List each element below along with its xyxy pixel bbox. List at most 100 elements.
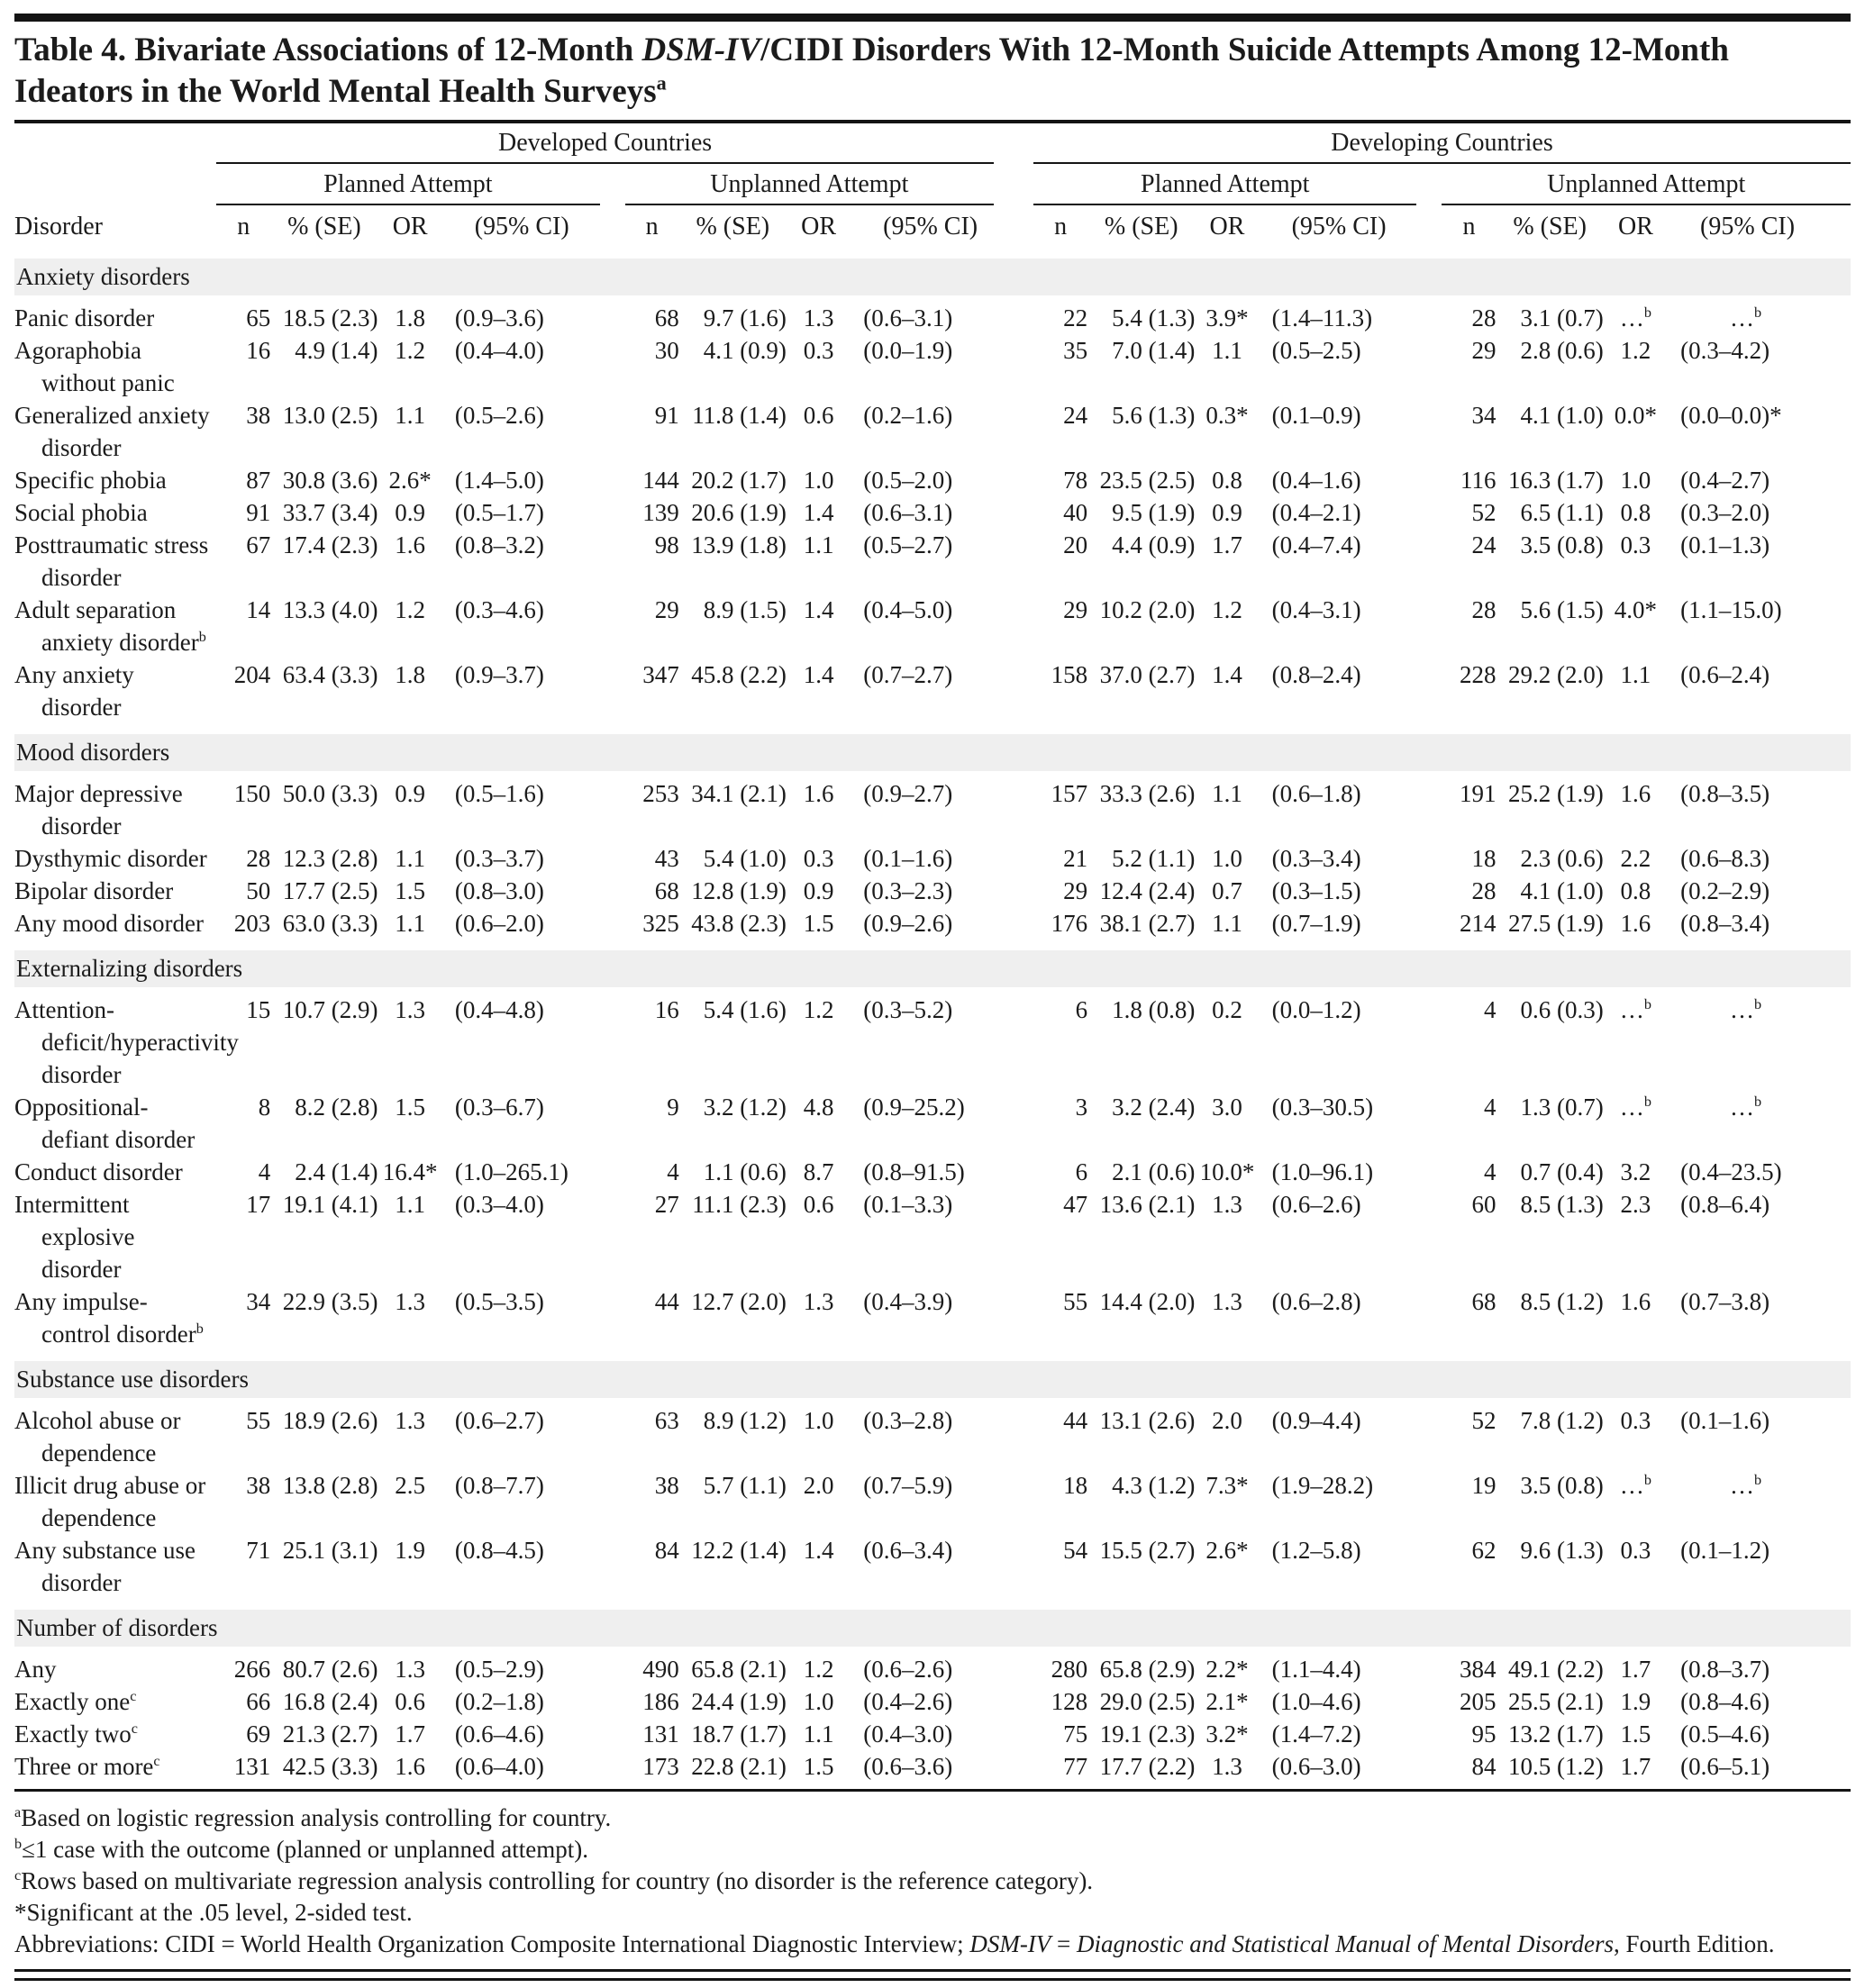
or-value: …b [1619,1472,1651,1499]
table-row: Major depressive disorder 150 50.0 (3.3) 0.… [14,775,1851,843]
or-value: 2.1* [1205,1688,1249,1715]
pct-se-value: 5.4 (1.6) [703,996,787,1023]
pct-se-value: 17.7 (2.5) [282,877,378,904]
ci-value: (0.4–3.9) [863,1288,953,1315]
ci-value: (0.6–2.6) [863,1656,953,1683]
n-value: 131 [642,1720,679,1747]
n-value: 4 [258,1158,271,1185]
n-value: 84 [654,1537,679,1564]
ci-value: (0.4–7.4) [1271,531,1361,558]
ci-value: (0.9–2.6) [863,910,953,937]
n-value: 490 [642,1656,679,1683]
or-value: 1.2 [803,996,834,1023]
ci-value: (0.4–2.7) [1680,467,1770,494]
or-value: 0.3 [803,845,834,872]
pct-se-value: 34.1 (2.1) [691,780,787,807]
ci-value: (0.6–4.0) [441,1750,625,1792]
table-row: Posttraumatic stress disorder 67 17.4 (2.3… [14,529,1851,594]
pct-se-value: 22.9 (3.5) [282,1288,378,1315]
column-header-pct-se: % (SE) [1496,205,1604,255]
pct-se-value: 2.8 (0.6) [1520,337,1604,364]
ci-value: (0.1–1.3) [1680,531,1770,558]
ci-value: (0.5–4.6) [1680,1720,1770,1747]
pct-se-value: 11.1 (2.3) [692,1191,787,1218]
n-value: 6 [1075,1158,1088,1185]
section-header: Externalizing disorders [14,940,1851,994]
pct-se-value: 13.1 (2.6) [1099,1407,1196,1434]
ci-value: (1.4–11.3) [1271,304,1373,331]
ci-value: (0.3–5.2) [863,996,953,1023]
or-value: 1.2 [803,1656,834,1683]
disorder-label: Any mood disorder [14,910,204,937]
disorder-label: Major depressive disorder [14,780,183,840]
or-value: 1.1 [803,531,834,558]
ci-value: (0.4–3.0) [863,1720,953,1747]
footnotes: aBased on logistic regression analysis c… [14,1802,1851,1960]
or-value: 1.8 [395,304,426,331]
ci-value: …b [1730,304,1762,331]
table-row: Specific phobia 87 30.8 (3.6) 2.6* (1.4–5.0)… [14,464,1851,496]
or-value: 1.1 [1620,661,1651,688]
n-value: 325 [642,910,679,937]
pct-se-value: 29.2 (2.0) [1508,661,1604,688]
ci-value: (0.5–2.7) [863,531,953,558]
ci-value: (0.8–4.6) [1680,1688,1770,1715]
n-value: 28 [1471,304,1497,331]
n-value: 38 [246,402,271,429]
disorder-label: Generalized anxiety disorder [14,402,210,461]
or-value: 1.3 [395,1288,426,1315]
pct-se-value: 7.8 (1.2) [1520,1407,1604,1434]
n-value: 38 [654,1472,679,1499]
disorder-label: Three or morec [14,1750,217,1792]
ci-value: (0.6–2.4) [1680,661,1770,688]
pct-se-value: 16.3 (1.7) [1508,467,1604,494]
or-value: 0.8 [1620,877,1651,904]
table-row: Alcohol abuse or dependence 55 18.9 (2.6) 1… [14,1402,1851,1470]
attempt-group-row: Planned Attempt Unplanned Attempt Planne… [14,164,1851,205]
pct-se-value: 45.8 (2.2) [691,661,787,688]
pct-se-value: 2.1 (0.6) [1112,1158,1196,1185]
ci-value: (0.3–3.4) [1271,845,1361,872]
n-value: 18 [1471,845,1497,872]
ci-value: (0.0–1.2) [1271,996,1361,1023]
or-value: 0.3 [803,337,834,364]
table-row: Conduct disorder 4 2.4 (1.4) 16.4* (1.0–265.… [14,1156,1851,1188]
n-value: 71 [246,1537,271,1564]
pct-se-value: 18.5 (2.3) [282,304,378,331]
or-value: 1.3 [395,1407,426,1434]
n-value: 50 [246,877,271,904]
n-value: 157 [1051,780,1088,807]
n-value: 63 [654,1407,679,1434]
ci-value: (0.6–2.6) [1271,1191,1361,1218]
n-value: 77 [1033,1750,1088,1792]
n-value: 253 [642,780,679,807]
ci-value: (0.7–2.7) [863,661,953,688]
ci-value: (0.9–4.4) [1271,1407,1361,1434]
table-row: Adult separation anxiety disorderb 14 13.3… [14,594,1851,658]
pct-se-value: 4.1 (1.0) [1520,877,1604,904]
ci-value: (0.6–5.1) [1668,1750,1851,1792]
n-value: 29 [654,596,679,623]
pct-se-value: 5.6 (1.5) [1520,596,1604,623]
pct-se-value: 3.2 (1.2) [703,1094,787,1121]
bottom-double-rule [14,1969,1851,1981]
ci-value: (0.3–4.2) [1680,337,1770,364]
ci-value: (0.3–2.8) [863,1407,953,1434]
pct-se-value: 37.0 (2.7) [1099,661,1196,688]
n-value: 47 [1063,1191,1088,1218]
n-value: 18 [1063,1472,1088,1499]
or-value: 1.8 [395,661,426,688]
or-value: 1.6 [1620,1288,1651,1315]
pct-se-value: 8.5 (1.3) [1520,1191,1604,1218]
or-value: 1.5 [395,877,426,904]
n-value: 67 [246,531,271,558]
table-row: Oppositional-defiant disorder 8 8.2 (2.8) 1… [14,1091,1851,1156]
table-header: Developed Countries Developing Countries… [14,125,1851,255]
pct-se-value: 8.9 (1.2) [703,1407,787,1434]
pct-se-value: 6.5 (1.1) [1520,499,1604,526]
n-value: 3 [1075,1094,1088,1121]
or-value: 4.8 [803,1094,834,1121]
ci-value: (0.8–3.2) [454,531,544,558]
pct-se-value: 5.2 (1.1) [1112,845,1196,872]
ci-value: (0.8–2.4) [1271,661,1361,688]
